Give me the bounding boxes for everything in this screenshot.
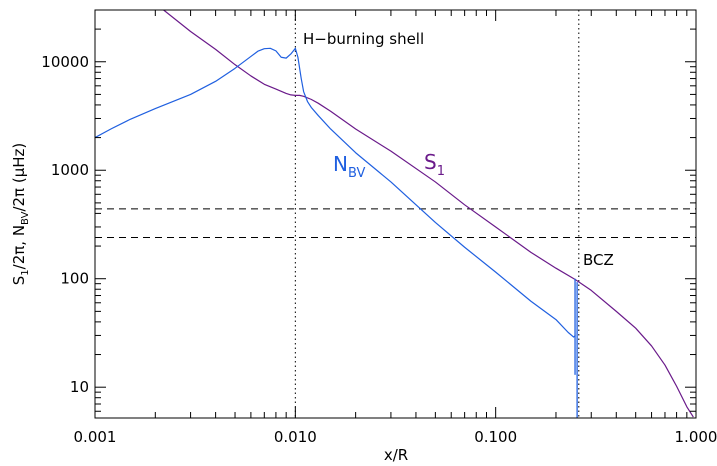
- series-line-n-bv: [95, 47, 576, 338]
- x-tick-label: 0.100: [474, 428, 517, 446]
- series-label-s1: S1: [424, 150, 445, 179]
- series-layer: [95, 10, 694, 418]
- y-label-part-4: BV: [20, 211, 31, 225]
- ticks-layer: 0.001 0.010 0.100 1.000 10 100 1000 10000: [41, 9, 717, 446]
- x-tick-label: 1.000: [675, 428, 717, 446]
- y-tick-label: 1000: [51, 161, 89, 179]
- y-label-part-1: S: [10, 276, 28, 286]
- y-tick-label: 10000: [41, 53, 89, 71]
- x-tick-label: 0.001: [74, 428, 117, 446]
- h-burning-shell-annotation: H−burning shell: [303, 30, 424, 48]
- x-tick-label: 0.010: [274, 428, 317, 446]
- series-label-n-bv: NBV: [333, 152, 365, 181]
- text-layer: x/R S1/2π, NBV/2π (μHz) H−burning shell …: [10, 30, 614, 464]
- y-tick-label: 100: [60, 270, 89, 288]
- y-axis-label: S1/2π, NBV/2π (μHz): [10, 143, 31, 286]
- y-label-part-5: /2π (μHz): [10, 143, 28, 212]
- series-label-n-bv-base: N: [333, 152, 348, 176]
- y-label-part-3: /2π, N: [10, 225, 28, 269]
- series-label-s1-sub: 1: [437, 164, 445, 179]
- plot-border: [94, 9, 697, 419]
- series-line-s-1: [163, 10, 694, 418]
- series-label-n-bv-sub: BV: [348, 166, 366, 181]
- plot-frame: [94, 9, 697, 419]
- y-label-part-2: 1: [20, 269, 31, 275]
- reference-lines: [95, 10, 696, 418]
- series-label-s1-base: S: [424, 150, 437, 174]
- y-tick-label: 10: [70, 378, 89, 396]
- bcz-annotation: BCZ: [583, 251, 614, 269]
- x-axis-label: x/R: [384, 446, 408, 464]
